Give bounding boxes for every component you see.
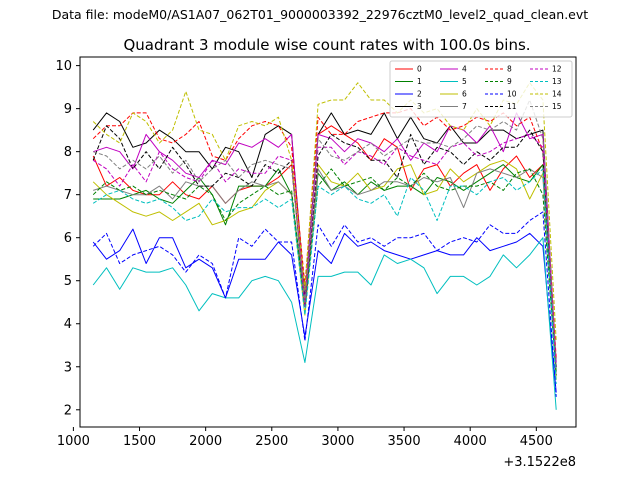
legend-label-8: 8: [507, 65, 512, 74]
legend-label-2: 2: [417, 90, 422, 99]
x-tick-label: 2500: [255, 434, 288, 449]
y-tick-label: 6: [64, 231, 72, 246]
legend-label-12: 12: [552, 65, 562, 74]
y-tick-label: 2: [64, 403, 72, 418]
series-line-11: [92, 125, 557, 367]
legend-label-3: 3: [417, 102, 422, 111]
series-line-12: [92, 133, 557, 367]
legend-label-5: 5: [462, 77, 467, 86]
x-tick-label: 4500: [520, 434, 553, 449]
x-tick-label: 1500: [123, 434, 156, 449]
series-layer: [92, 82, 557, 410]
series-line-10: [92, 211, 557, 397]
series-line-5: [92, 237, 557, 410]
y-tick-label: 9: [64, 102, 72, 117]
data-file-header: Data file: modeM0/AS1A07_062T01_90000033…: [52, 7, 588, 22]
legend-box: [389, 60, 573, 118]
plot-area-frame: [79, 56, 577, 428]
legend-label-4: 4: [462, 65, 467, 74]
x-tick-label: 2000: [189, 434, 222, 449]
legend-label-15: 15: [552, 102, 562, 111]
x-tick-label: 4000: [454, 434, 487, 449]
x-tick-label: 3500: [388, 434, 421, 449]
y-tick-label: 8: [64, 145, 72, 160]
legend-label-0: 0: [417, 65, 422, 74]
y-tick-label: 4: [64, 317, 72, 332]
legend-label-6: 6: [462, 90, 467, 99]
legend-label-10: 10: [507, 90, 517, 99]
series-line-0: [92, 125, 557, 367]
x-axis-offset-label: +3.1522e8: [503, 455, 576, 470]
legend-label-9: 9: [507, 77, 512, 86]
y-tick-label: 7: [64, 188, 72, 203]
series-line-9: [92, 168, 557, 376]
legend-label-7: 7: [462, 102, 467, 111]
series-line-2: [92, 228, 557, 393]
series-line-13: [92, 168, 557, 385]
legend-label-13: 13: [552, 77, 562, 86]
axis-layer: 1000 1500 2000 2500 3000 3500 4000 4500 2 3 4 5 6 7 8 9…: [55, 59, 552, 449]
legend-label-11: 11: [507, 102, 517, 111]
y-tick-label: 5: [64, 274, 72, 289]
series-line-4: [93, 112, 557, 363]
series-line-8: [92, 108, 557, 359]
y-tick-label: 10: [55, 59, 72, 74]
series-line-15: [93, 99, 557, 367]
x-tick-label: 3000: [321, 434, 354, 449]
chart-title: Quadrant 3 module wise count rates with …: [123, 36, 530, 54]
legend-label-14: 14: [552, 90, 562, 99]
y-tick-label: 3: [64, 360, 72, 375]
series-line-6: [92, 159, 557, 380]
x-tick-label: 1000: [57, 434, 90, 449]
series-line-7: [93, 168, 557, 376]
series-line-14: [92, 82, 557, 342]
series-line-1: [93, 164, 557, 372]
legend-label-1: 1: [417, 77, 422, 86]
series-line-3: [92, 112, 557, 367]
